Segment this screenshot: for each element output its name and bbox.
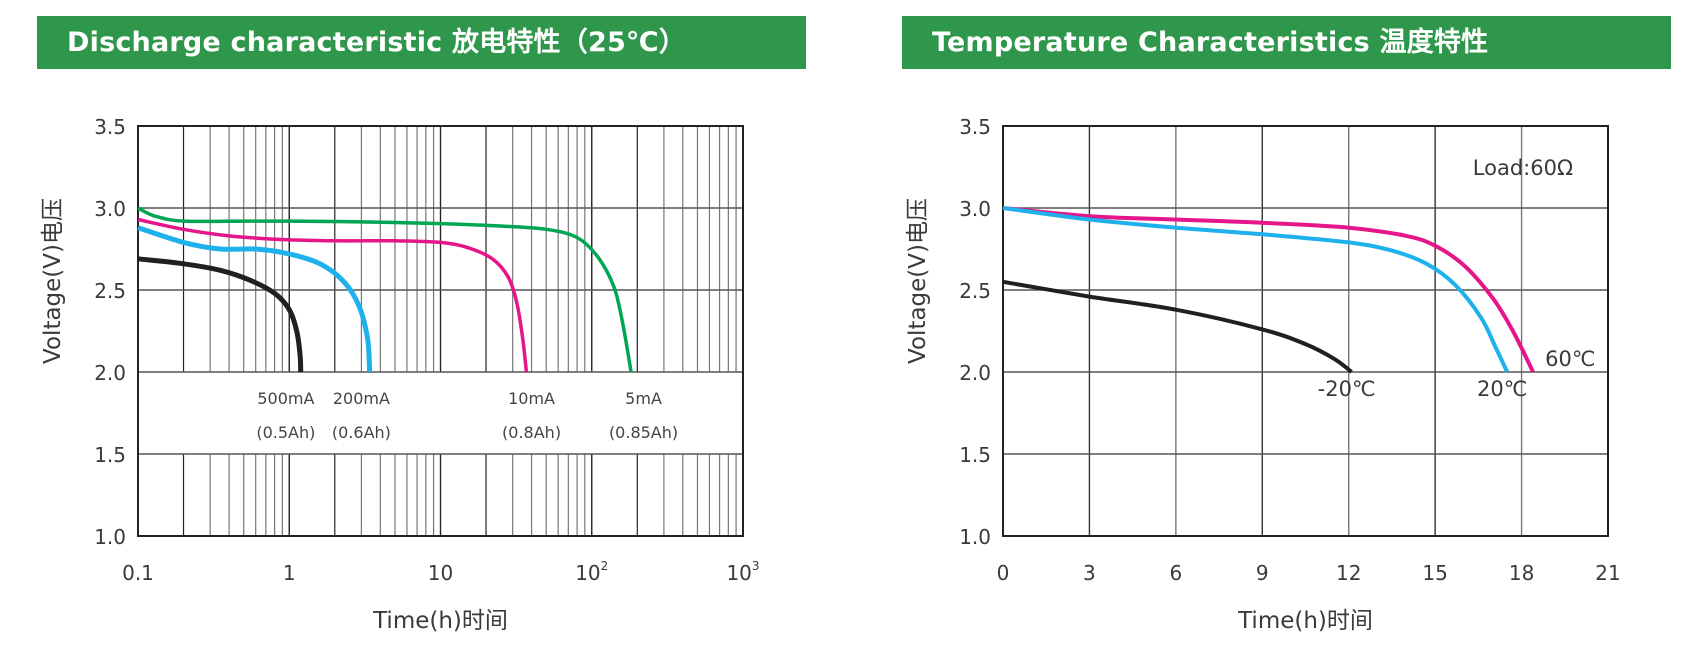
x-tick-label: 0 — [997, 561, 1010, 585]
temperature-chart-title: Temperature Characteristics 温度特性 — [932, 27, 1489, 58]
plot-frame — [137, 125, 744, 537]
temperature-chart-header: Temperature Characteristics 温度特性 — [902, 16, 1671, 69]
y-tick-label: 3.5 — [959, 115, 991, 139]
y-tick-label: 1.0 — [959, 525, 991, 549]
y-tick-label: 2.0 — [959, 361, 991, 385]
current-annotation: 200mA — [333, 389, 390, 408]
y-axis-label: Voltage(V)电压 — [40, 198, 66, 364]
x-axis-label: Time(h)时间 — [1237, 608, 1373, 634]
series-label: 20℃ — [1477, 377, 1527, 401]
capacity-annotation: (0.6Ah) — [332, 423, 391, 442]
series-line-60℃ — [1002, 206, 1535, 373]
x-tick-label: 10 — [428, 561, 453, 585]
capacity-annotation: (0.5Ah) — [256, 423, 315, 442]
y-tick-label: 1.5 — [959, 443, 991, 467]
series-line-500mA — [137, 256, 304, 373]
y-tick-label: 1.0 — [94, 525, 126, 549]
y-tick-label: 1.5 — [94, 443, 126, 467]
x-tick-label: 15 — [1422, 561, 1447, 585]
y-tick-label: 3.0 — [959, 197, 991, 221]
series-line-5mA — [137, 206, 633, 373]
series-line-200mA — [137, 225, 373, 373]
x-tick-exponent: 2 — [601, 559, 609, 573]
load-label: Load:60Ω — [1473, 156, 1573, 180]
x-tick-label: 0.1 — [122, 561, 154, 585]
series-line-10mA — [137, 217, 529, 373]
discharge-chart-title: Discharge characteristic 放电特性（25℃） — [67, 27, 687, 58]
y-tick-label: 3.0 — [94, 197, 126, 221]
series-label: -20℃ — [1318, 377, 1376, 401]
current-annotation: 10mA — [508, 389, 555, 408]
x-tick-label: 18 — [1509, 561, 1534, 585]
y-tick-label: 2.5 — [959, 279, 991, 303]
x-axis-label: Time(h)时间 — [372, 608, 508, 634]
series-label: 60℃ — [1545, 347, 1595, 371]
x-tick-label: 6 — [1169, 561, 1182, 585]
y-tick-label: 3.5 — [94, 115, 126, 139]
x-tick-exponent: 3 — [752, 559, 760, 573]
series-line-20℃ — [1002, 206, 1509, 373]
x-tick-label: 3 — [1083, 561, 1096, 585]
y-tick-label: 2.0 — [94, 361, 126, 385]
x-tick-label: 12 — [1336, 561, 1361, 585]
current-annotation: 5mA — [625, 389, 662, 408]
series-line--20℃ — [1002, 279, 1353, 374]
x-tick-label: 102 — [575, 559, 608, 585]
capacity-annotation: (0.85Ah) — [609, 423, 678, 442]
plot-frame — [1002, 125, 1609, 537]
discharge-chart-header: Discharge characteristic 放电特性（25℃） — [37, 16, 806, 69]
x-tick-label: 1 — [283, 561, 296, 585]
capacity-annotation: (0.8Ah) — [502, 423, 561, 442]
temperature-chart: 0 3 6 9 12 15 18 21 1.0 1.5 2.0 2.5 3.0 3.5 -20℃ 20℃ 60℃… — [905, 115, 1621, 634]
x-tick-label: 9 — [1256, 561, 1269, 585]
x-tick-label: 103 — [726, 559, 759, 585]
y-axis-label: Voltage(V)电压 — [905, 198, 931, 364]
x-tick-label: 21 — [1595, 561, 1620, 585]
y-tick-label: 2.5 — [94, 279, 126, 303]
discharge-chart: 1.0 1.5 2.0 2.5 3.0 3.5 0.1 1 10 102 103 500mA (0.5A… — [40, 115, 760, 634]
current-annotation: 500mA — [257, 389, 314, 408]
